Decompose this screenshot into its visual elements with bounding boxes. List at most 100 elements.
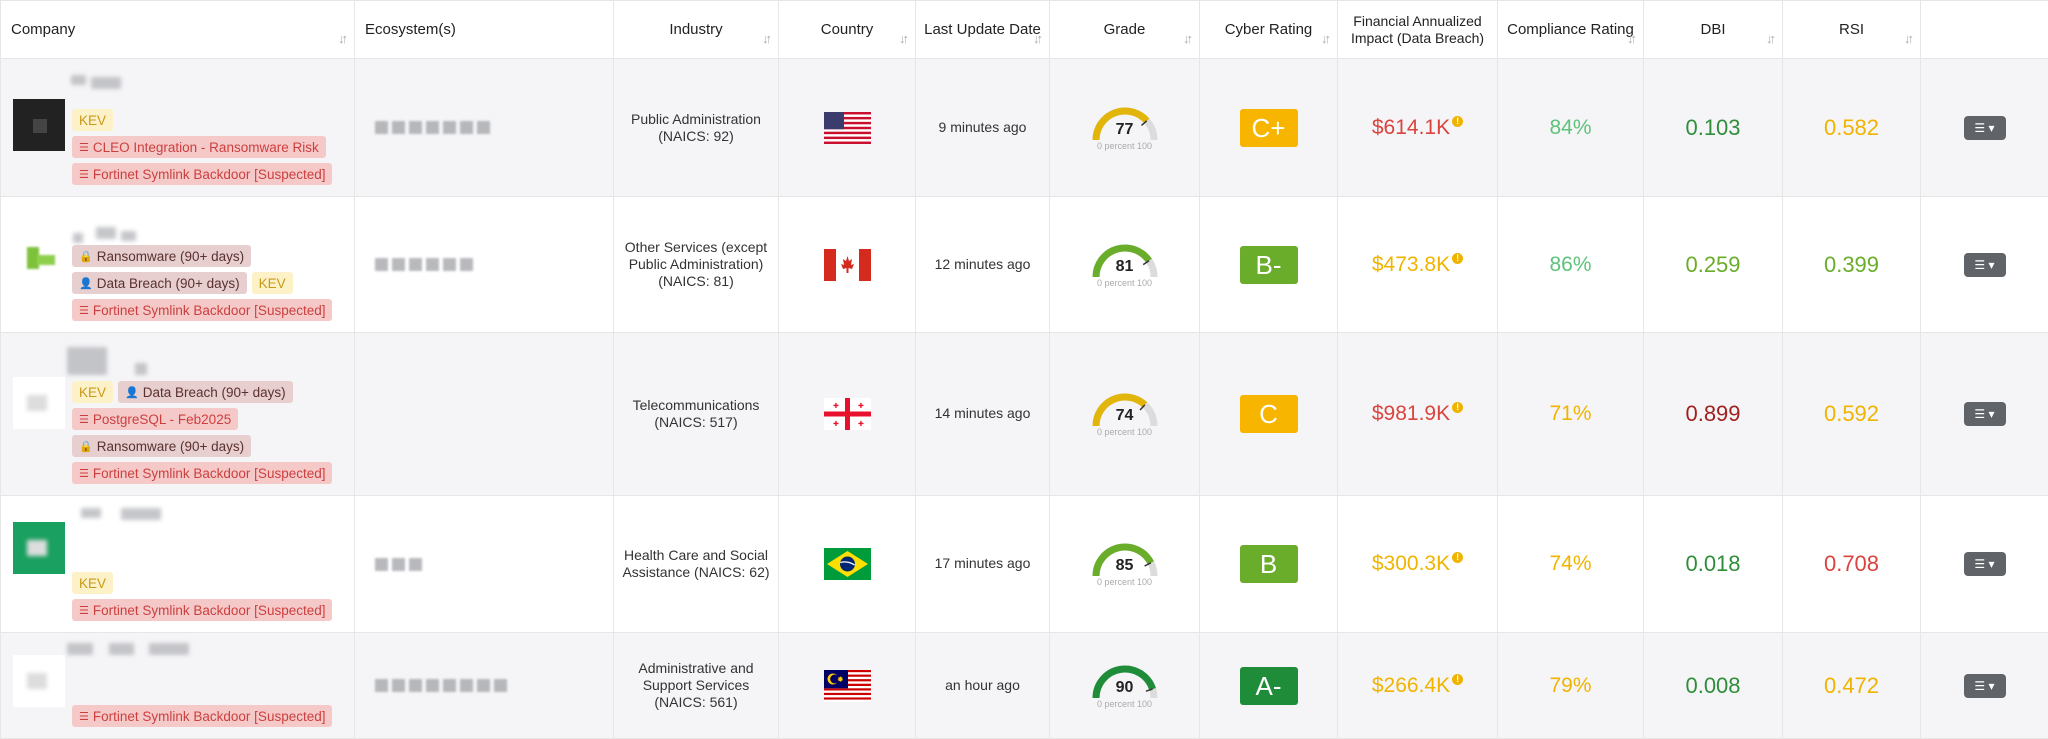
table-row[interactable]: 🔒Ransomware (90+ days) 👤Data Breach (90+ … — [1, 197, 2048, 333]
redacted-ecosystems — [375, 679, 507, 692]
company-cell[interactable]: 🔒Ransomware (90+ days) 👤Data Breach (90+ … — [1, 197, 355, 333]
column-header-country[interactable]: Country ↓↑ — [779, 1, 916, 59]
column-header-financial-impact[interactable]: Financial Annualized Impact (Data Breach… — [1338, 1, 1498, 59]
country-cell: ✸ — [779, 633, 916, 739]
financial-impact-value: $981.9K! — [1372, 402, 1463, 425]
rsi-cell: 0.399 — [1783, 197, 1921, 333]
info-icon[interactable]: ! — [1452, 552, 1463, 563]
header-label: DBI — [1700, 21, 1725, 38]
gauge-scale-label: 0 percent 100 — [1089, 278, 1161, 288]
tag-label: Fortinet Symlink Backdoor [Suspected] — [93, 709, 326, 724]
cyber-rating-badge: C+ — [1240, 109, 1298, 147]
header-label: Ecosystem(s) — [365, 21, 456, 38]
money-text: $473.8K — [1372, 253, 1450, 276]
table-row[interactable]: KEV ☰Fortinet Symlink Backdoor [Suspected… — [1, 496, 2048, 633]
table-row[interactable]: ☰Fortinet Symlink Backdoor [Suspected] A… — [1, 633, 2048, 739]
info-icon[interactable]: ! — [1452, 402, 1463, 413]
tag-label: Fortinet Symlink Backdoor [Suspected] — [93, 303, 326, 318]
company-tags: ☰Fortinet Symlink Backdoor [Suspected] — [72, 705, 332, 727]
risk-tag[interactable]: KEV — [72, 381, 113, 403]
company-logo — [13, 655, 65, 707]
compliance-value: 74% — [1549, 552, 1591, 575]
last-update-cell: 12 minutes ago — [916, 197, 1050, 333]
actions-cell: ☰ ▾ — [1921, 333, 2048, 496]
column-header-dbi[interactable]: DBI ↓↑ — [1644, 1, 1783, 59]
table-row[interactable]: KEV👤Data Breach (90+ days) ☰PostgreSQL - … — [1, 333, 2048, 496]
row-actions-button[interactable]: ☰ ▾ — [1964, 116, 2006, 140]
column-header-actions — [1921, 1, 2048, 59]
column-header-company[interactable]: Company↓↑ — [1, 1, 355, 59]
sort-icon[interactable]: ↓↑ — [1033, 31, 1040, 46]
column-header-ecosystems[interactable]: Ecosystem(s) — [355, 1, 614, 59]
compliance-cell: 79% — [1498, 633, 1644, 739]
sort-icon[interactable]: ↓↑ — [899, 31, 906, 46]
column-header-grade[interactable]: Grade↓↑ — [1050, 1, 1200, 59]
risk-tag[interactable]: ☰Fortinet Symlink Backdoor [Suspected] — [72, 705, 332, 727]
rsi-value: 0.582 — [1824, 115, 1879, 140]
grade-score: 74 — [1089, 407, 1161, 425]
sort-icon[interactable]: ↓↑ — [1627, 31, 1634, 46]
risk-tag[interactable]: 👤Data Breach (90+ days) — [72, 272, 247, 294]
company-cell[interactable]: KEV👤Data Breach (90+ days) ☰PostgreSQL - … — [1, 333, 355, 496]
company-cell[interactable]: KEV ☰Fortinet Symlink Backdoor [Suspected… — [1, 496, 355, 633]
financial-impact-cell: $981.9K! — [1338, 333, 1498, 496]
sort-icon[interactable]: ↓↑ — [1183, 31, 1190, 46]
risk-tag[interactable]: ☰Fortinet Symlink Backdoor [Suspected] — [72, 462, 332, 484]
actions-cell: ☰ ▾ — [1921, 496, 2048, 633]
header-label: Country — [821, 21, 874, 38]
row-actions-button[interactable]: ☰ ▾ — [1964, 253, 2006, 277]
grade-cell: 81 0 percent 100 — [1050, 197, 1200, 333]
info-icon[interactable]: ! — [1452, 253, 1463, 264]
column-header-cyber-rating[interactable]: Cyber Rating↓↑ — [1200, 1, 1338, 59]
tag-label: Ransomware (90+ days) — [97, 249, 244, 264]
risk-tag[interactable]: KEV — [72, 572, 113, 594]
menu-icon: ☰ — [1974, 121, 1985, 135]
menu-icon: ☰ — [1974, 258, 1985, 272]
column-header-compliance[interactable]: Compliance Rating↓↑ — [1498, 1, 1644, 59]
compliance-cell: 74% — [1498, 496, 1644, 633]
risk-tag[interactable]: ☰Fortinet Symlink Backdoor [Suspected] — [72, 599, 332, 621]
last-update-cell: 17 minutes ago — [916, 496, 1050, 633]
sort-icon[interactable]: ↓↑ — [338, 31, 345, 46]
row-actions-button[interactable]: ☰ ▾ — [1964, 402, 2006, 426]
column-header-rsi[interactable]: RSI↓↑ — [1783, 1, 1921, 59]
grade-score: 81 — [1089, 258, 1161, 276]
rsi-value: 0.592 — [1824, 401, 1879, 426]
column-header-industry[interactable]: Industry↓↑ — [614, 1, 779, 59]
tag-row: ☰CLEO Integration - Ransomware Risk — [72, 136, 332, 158]
risk-tag[interactable]: ☰PostgreSQL - Feb2025 — [72, 408, 238, 430]
risk-tag[interactable]: ☰Fortinet Symlink Backdoor [Suspected] — [72, 299, 332, 321]
sort-icon[interactable]: ↓↑ — [1904, 31, 1911, 46]
company-cell[interactable]: ☰Fortinet Symlink Backdoor [Suspected] — [1, 633, 355, 739]
grade-gauge: 81 0 percent 100 — [1089, 241, 1161, 289]
rsi-value: 0.399 — [1824, 252, 1879, 277]
industry-text: Other Services (except Public Administra… — [614, 239, 778, 290]
info-icon[interactable]: ! — [1452, 116, 1463, 127]
risk-tag[interactable]: ☰CLEO Integration - Ransomware Risk — [72, 136, 326, 158]
financial-impact-cell: $614.1K! — [1338, 59, 1498, 197]
row-actions-button[interactable]: ☰ ▾ — [1964, 674, 2006, 698]
company-cell[interactable]: KEV ☰CLEO Integration - Ransomware Risk ☰F… — [1, 59, 355, 197]
gauge-scale-label: 0 percent 100 — [1089, 577, 1161, 587]
industry-cell: Health Care and Social Assistance (NAICS… — [614, 496, 779, 633]
column-header-last-update[interactable]: Last Update Date↓↑ — [916, 1, 1050, 59]
risk-tag[interactable]: 🔒Ransomware (90+ days) — [72, 245, 251, 267]
sort-icon[interactable]: ↓↑ — [1766, 31, 1773, 46]
country-cell — [779, 59, 916, 197]
risk-tag[interactable]: KEV — [252, 272, 293, 294]
risk-tag[interactable]: 👤Data Breach (90+ days) — [118, 381, 293, 403]
row-actions-button[interactable]: ☰ ▾ — [1964, 552, 2006, 576]
redacted-company-name — [149, 643, 189, 655]
menu-icon: ☰ — [1974, 557, 1985, 571]
risk-tag[interactable]: 🔒Ransomware (90+ days) — [72, 435, 251, 457]
gauge-scale-label: 0 percent 100 — [1089, 427, 1161, 437]
sort-icon[interactable]: ↓↑ — [762, 31, 769, 46]
redacted-company-name — [109, 643, 134, 655]
financial-impact-cell: $266.4K! — [1338, 633, 1498, 739]
risk-tag[interactable]: ☰Fortinet Symlink Backdoor [Suspected] — [72, 163, 332, 185]
sort-icon[interactable]: ↓↑ — [1321, 31, 1328, 46]
financial-impact-cell: $473.8K! — [1338, 197, 1498, 333]
risk-tag[interactable]: KEV — [72, 109, 113, 131]
table-row[interactable]: KEV ☰CLEO Integration - Ransomware Risk ☰F… — [1, 59, 2048, 197]
